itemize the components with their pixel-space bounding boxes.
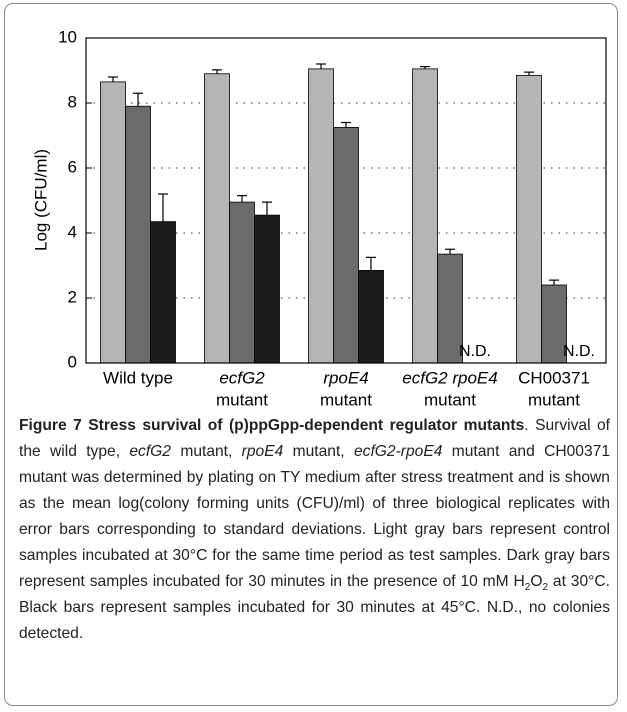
- x-tick-label: mutant: [528, 390, 580, 409]
- caption-text: mutant,: [170, 443, 242, 460]
- caption-text: mutant and CH00371 mutant was determined…: [19, 443, 610, 590]
- caption-text: 2: [542, 582, 549, 594]
- y-tick-label: 4: [68, 222, 77, 241]
- bar: [308, 68, 334, 364]
- caption-text: ecfG2: [129, 443, 171, 460]
- caption-text: at 30°C. Black bars represent samples in…: [19, 573, 610, 642]
- bar: [229, 201, 255, 364]
- x-tick-label: mutant: [424, 390, 476, 409]
- bar: [204, 73, 230, 364]
- bar: [437, 253, 463, 364]
- bar: [516, 74, 542, 364]
- bar: [412, 68, 438, 364]
- caption-text: O: [530, 573, 543, 590]
- caption-title: Figure 7 Stress survival of (p)ppGpp-dep…: [19, 417, 525, 434]
- caption-text: mutant,: [283, 443, 354, 460]
- bar: [254, 214, 280, 364]
- bar: [150, 221, 176, 364]
- x-tick-label: mutant: [320, 390, 372, 409]
- bar: [541, 284, 567, 364]
- x-tick-label: ecfG2: [219, 368, 265, 387]
- x-tick-label: Wild type: [103, 368, 173, 387]
- figure-border: [4, 3, 618, 706]
- value-label: N.D.: [563, 343, 595, 360]
- caption-text: 2: [524, 582, 531, 594]
- caption: Figure 7 Stress survival of (p)ppGpp-dep…: [19, 413, 610, 647]
- bar: [358, 269, 384, 364]
- y-tick-label: 10: [58, 27, 77, 46]
- caption-text: . Survival of the wild type,: [19, 417, 610, 460]
- chart: Log (CFU/ml) 0 2 4 6 8 10 Wild type ecfG2 mutant…: [31, 27, 607, 409]
- caption-text: rpoE4: [241, 443, 284, 460]
- bar: [125, 105, 151, 364]
- caption-text: ecfG2-rpoE4: [353, 443, 443, 460]
- y-axis-label: Log (CFU/ml): [31, 149, 50, 251]
- bar: [333, 126, 359, 364]
- y-tick-label: 2: [68, 287, 77, 306]
- y-tick-label: 8: [68, 92, 77, 111]
- y-tick-label: 6: [68, 157, 77, 176]
- plot-frame: [85, 37, 607, 364]
- bar: [100, 81, 126, 364]
- x-tick-label: ecfG2 rpoE4: [402, 368, 497, 387]
- value-label: N.D.: [459, 343, 491, 360]
- y-tick-label: 0: [68, 352, 77, 371]
- x-tick-label: CH00371: [518, 368, 590, 387]
- x-tick-label: mutant: [216, 390, 268, 409]
- x-tick-label: rpoE4: [323, 368, 368, 387]
